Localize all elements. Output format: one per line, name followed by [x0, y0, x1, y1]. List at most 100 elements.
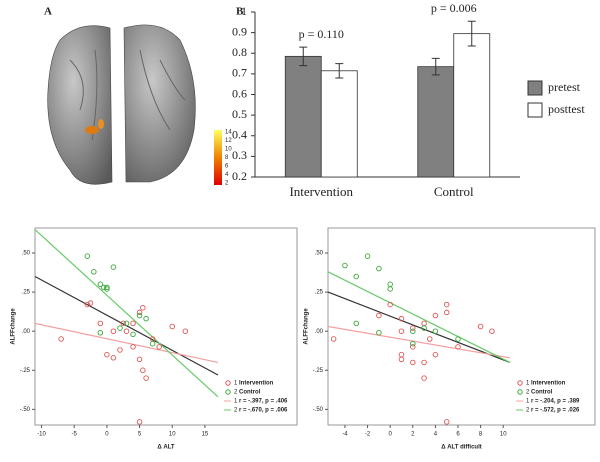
point: [87, 300, 94, 306]
point: [421, 375, 427, 381]
x-tick-label: 0: [105, 432, 109, 438]
legend-label: pretest: [548, 80, 581, 94]
legend-label: r = -.572, p = .026: [531, 408, 580, 414]
y-tick-label: 0.5: [232, 107, 247, 121]
legend-label: Control: [531, 390, 553, 396]
point: [117, 325, 123, 331]
point: [110, 264, 117, 270]
x-tick-label: 2: [411, 432, 415, 438]
point: [426, 336, 433, 342]
y-tick-label: 0.6: [232, 86, 247, 100]
x-tick-label: 10: [500, 432, 507, 438]
point: [398, 356, 405, 363]
y-tick-label: 0.8: [232, 45, 247, 59]
bar: [284, 55, 322, 178]
y-tick-label: -.25: [20, 368, 31, 374]
point: [156, 344, 162, 350]
panel-label: A: [44, 6, 52, 18]
legend-swatch: [527, 80, 543, 96]
legend-index: 1: [234, 399, 238, 405]
point: [143, 315, 149, 322]
point: [432, 351, 439, 358]
x-tick-label: 8: [479, 432, 483, 438]
colorbar-tick-label: 4: [225, 172, 229, 178]
point: [455, 344, 461, 350]
point: [421, 325, 427, 331]
point: [58, 336, 64, 342]
y-tick-label: 1: [241, 4, 247, 18]
point: [97, 281, 104, 288]
y-tick-label: .00: [22, 329, 31, 335]
point: [477, 323, 484, 330]
y-axis-title: ALFFchange: [304, 308, 310, 345]
point: [330, 336, 337, 342]
point: [130, 320, 136, 327]
legend-label: posttest: [548, 102, 585, 116]
legend-label: r = -.670, p = .006: [239, 408, 288, 414]
point: [421, 359, 427, 366]
x-tick-label: 4: [434, 432, 438, 438]
point: [353, 273, 360, 280]
fit-line: [34, 229, 219, 398]
bar: [417, 66, 455, 178]
legend-index: 2: [234, 408, 238, 414]
point: [123, 328, 130, 334]
legend-marker: [517, 389, 523, 395]
point: [387, 286, 393, 292]
point: [149, 340, 156, 347]
point: [117, 347, 123, 353]
point: [398, 328, 405, 334]
point: [376, 330, 382, 336]
annotation: p = 0.006: [431, 1, 477, 15]
y-tick-label: 0.3: [232, 148, 247, 162]
y-tick-label: .25: [315, 290, 324, 296]
legend-index: 2: [526, 408, 530, 414]
legend-marker: [225, 380, 231, 386]
y-tick-label: 0.9: [232, 24, 247, 38]
y-tick-label: -.50: [20, 407, 31, 413]
colorbar-tick-label: 14: [225, 130, 232, 136]
point: [136, 312, 143, 319]
legend-index: 1: [526, 381, 530, 387]
point: [110, 328, 117, 334]
y-tick-label: .00: [315, 329, 324, 335]
point: [110, 355, 117, 361]
point: [432, 312, 439, 319]
colorbar-tick-label: 2: [225, 181, 229, 187]
error-bar: [467, 20, 476, 47]
point: [136, 309, 143, 316]
x-tick-label: -10: [37, 432, 46, 438]
point: [104, 286, 110, 292]
point: [140, 367, 146, 374]
colorbar-tick-label: 8: [225, 155, 229, 161]
point: [97, 320, 104, 327]
y-tick-label: -.50: [313, 407, 324, 413]
fit-line: [34, 322, 219, 364]
legend-marker: [225, 389, 231, 395]
colorbar-tick-label: 6: [225, 164, 229, 170]
legend-label: Intervention: [239, 381, 274, 387]
y-tick-label: .25: [22, 290, 31, 296]
x-tick-label: 6: [456, 432, 460, 438]
point: [143, 375, 149, 381]
plot-frame: [34, 227, 298, 426]
x-axis-title: Δ ALT difficult: [441, 445, 482, 451]
point: [130, 344, 136, 350]
x-tick-label: Control: [434, 184, 474, 199]
point: [91, 269, 97, 275]
point: [376, 265, 382, 272]
point: [84, 253, 91, 259]
legend-marker: [517, 380, 523, 386]
x-tick-label: 15: [202, 432, 209, 438]
point: [443, 309, 450, 316]
x-tick-label: Intervention: [289, 184, 353, 199]
y-tick-label: 0.4: [232, 128, 247, 142]
point: [353, 320, 360, 327]
point: [140, 304, 146, 311]
point: [169, 323, 175, 330]
legend-label: Control: [239, 390, 261, 396]
x-tick-label: -2: [365, 432, 371, 438]
bar: [453, 33, 491, 178]
colorbar: [214, 130, 222, 185]
